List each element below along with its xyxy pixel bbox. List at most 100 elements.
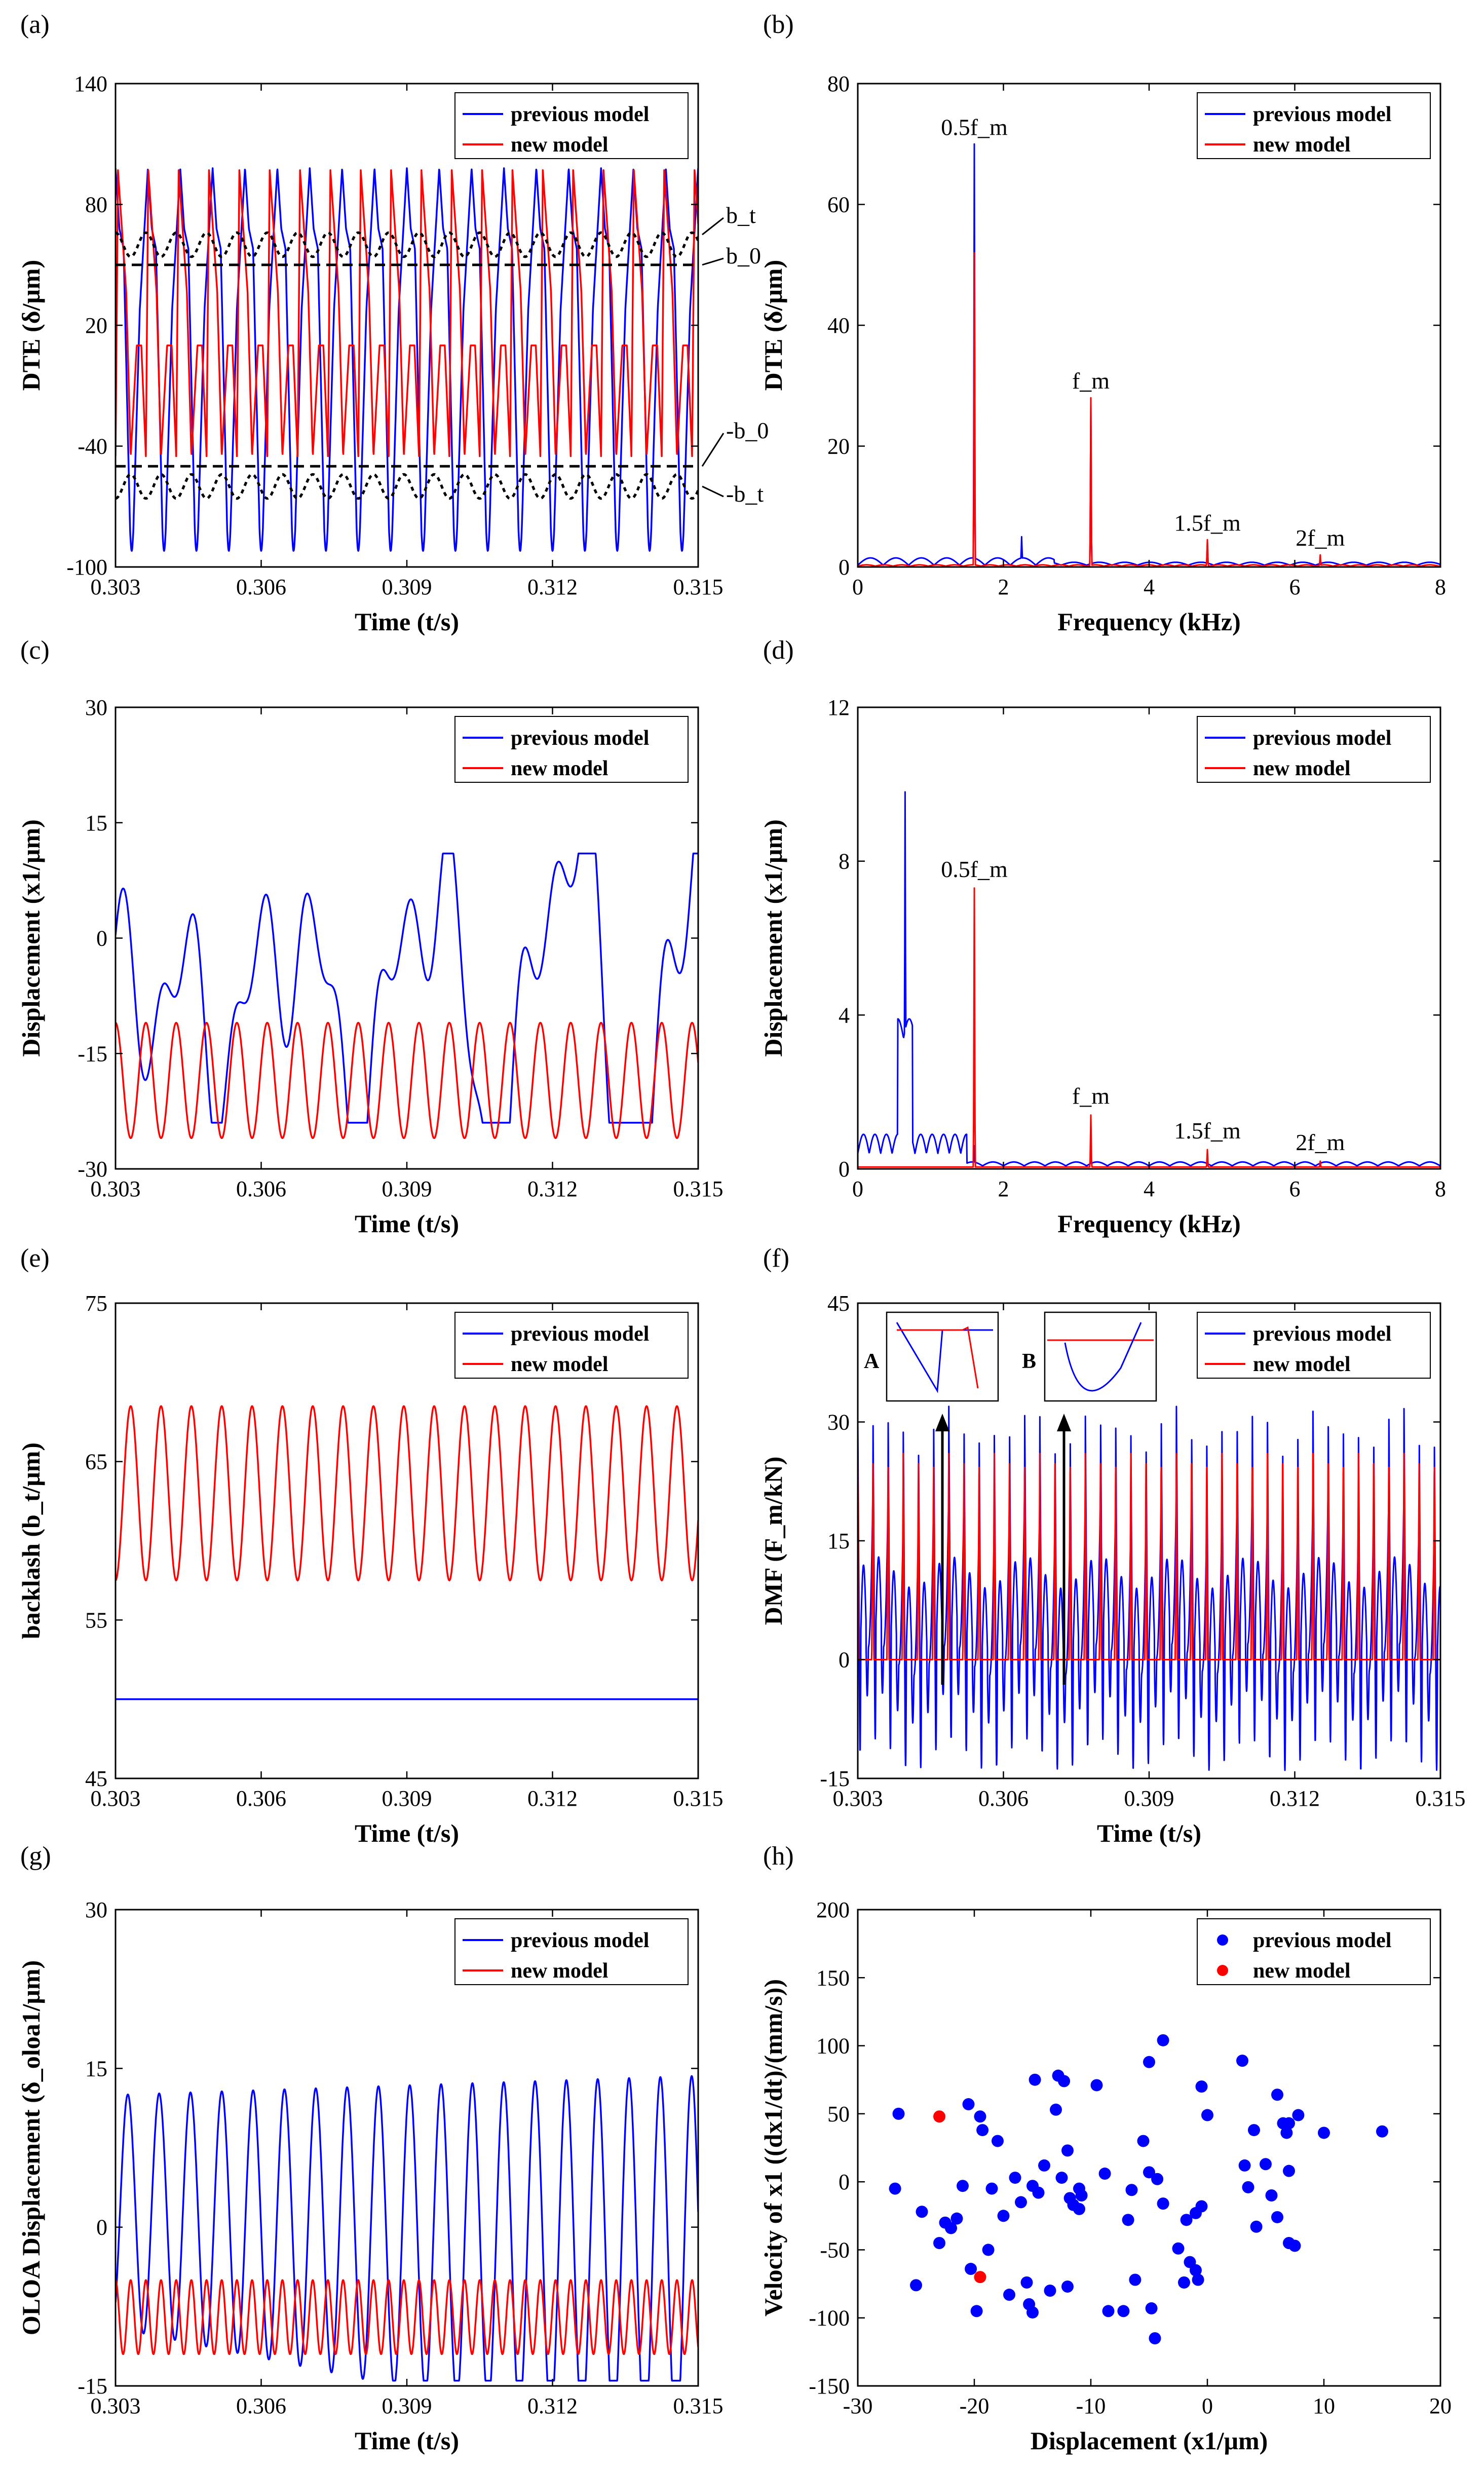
- previous-model-line: [858, 1406, 1440, 1771]
- previous-model-point: [1271, 2089, 1283, 2101]
- new-model-point: [974, 2271, 986, 2284]
- x-tick-label: 0.309: [382, 1786, 432, 1811]
- legend-box: [1197, 716, 1431, 783]
- y-tick-label: 0: [839, 2170, 850, 2194]
- y-axis-label: DMF (F_m/kN): [759, 1457, 787, 1625]
- legend: previous model new model: [1197, 92, 1431, 159]
- previous-model-point: [1283, 2165, 1295, 2177]
- legend-new-label: new model: [511, 1959, 608, 1983]
- x-tick-label: 0.309: [1124, 1786, 1174, 1811]
- previous-model-point: [950, 2212, 963, 2225]
- previous-model-point: [1172, 2242, 1185, 2255]
- x-tick-label: 0.315: [673, 575, 724, 599]
- y-tick-label: 40: [827, 313, 850, 338]
- legend: previous model new model: [454, 92, 689, 159]
- guide-arrow: [702, 485, 724, 498]
- previous-model-point: [1102, 2305, 1115, 2318]
- previous-model-point: [1075, 2189, 1088, 2201]
- x-tick-label: 0.306: [236, 575, 286, 599]
- new-model-line: [858, 1453, 1440, 1660]
- x-tick-label: 8: [1435, 575, 1446, 599]
- x-tick-label: 0.306: [236, 2394, 286, 2418]
- previous-model-point: [1090, 2079, 1103, 2092]
- y-axis-label: DTE (δ/μm): [17, 260, 45, 391]
- previous-model-point: [1250, 2220, 1263, 2233]
- guide-label: b_t: [726, 202, 756, 228]
- panel-c: (c) 0.303 0.306 0.309 0.312 0.315 -30 -15 0 15 30 T…: [17, 636, 724, 1238]
- legend-previous-label: previous model: [1253, 103, 1391, 126]
- legend: previous model new model: [454, 1918, 689, 1985]
- legend-new-label: new model: [1253, 1353, 1351, 1376]
- inset-arrow-head: [1057, 1414, 1071, 1431]
- x-tick-label: -10: [1076, 2394, 1106, 2418]
- peak-annotation: 2f_m: [1296, 1129, 1345, 1155]
- panel-a: (a) 0.303 0.306 0.309 0.312 0.315 -100 -40 20 80 1…: [17, 10, 769, 636]
- panel-d: (d) 0 2 4 6 8 0 4 8 12 Frequency (kHz) Displacement…: [759, 636, 1446, 1238]
- plot-area: [116, 1405, 698, 1700]
- guide-label: -b_t: [726, 481, 764, 507]
- y-axis-label: Velocity of x1 ((dx1/dt)/(mm/s)): [759, 1979, 787, 2317]
- x-tick-label: 6: [1289, 1176, 1301, 1201]
- new-model-line: [116, 1021, 698, 1139]
- y-tick-label: 200: [816, 1897, 850, 1922]
- legend-previous-label: previous model: [511, 1322, 649, 1346]
- legend-new-label: new model: [511, 757, 608, 780]
- legend-box: [454, 1918, 689, 1985]
- previous-model-point: [889, 2182, 901, 2195]
- previous-model-point: [1129, 2273, 1141, 2286]
- neg-bt-guide: [116, 473, 698, 500]
- axes-box: [115, 706, 699, 1170]
- previous-model-point: [1009, 2172, 1021, 2184]
- legend-box: [454, 92, 689, 159]
- y-tick-label: 55: [85, 1608, 107, 1632]
- previous-model-point: [1038, 2159, 1050, 2172]
- guide-arrow: [702, 257, 724, 266]
- y-axis-label: DTE (δ/μm): [759, 260, 787, 391]
- axes-box: [857, 1909, 1441, 2387]
- plot-area: [858, 791, 1440, 1168]
- x-tick-label: 8: [1435, 1176, 1446, 1201]
- previous-model-point: [1143, 2166, 1155, 2179]
- x-tick-label: 0.312: [527, 1786, 578, 1811]
- x-tick-label: 6: [1289, 575, 1301, 599]
- x-tick-label: 0.306: [236, 1176, 286, 1201]
- y-tick-label: 140: [74, 71, 107, 96]
- y-tick-label: 60: [827, 193, 850, 217]
- previous-model-point: [1157, 2034, 1169, 2046]
- y-tick-label: 100: [816, 2034, 850, 2059]
- y-tick-label: 15: [85, 811, 107, 836]
- legend-box: [454, 1312, 689, 1379]
- previous-model-point: [1149, 2332, 1161, 2344]
- y-tick-label: 0: [839, 1648, 850, 1673]
- x-tick-label: 0.312: [527, 2394, 578, 2418]
- y-tick-label: 80: [827, 71, 850, 96]
- y-tick-label: 0: [96, 926, 107, 951]
- previous-model-point: [1376, 2125, 1388, 2138]
- peak-annotation: 2f_m: [1296, 525, 1345, 551]
- previous-model-point: [1145, 2302, 1158, 2314]
- new-model-line: [116, 2279, 698, 2356]
- axes-box: [857, 1302, 1441, 1779]
- previous-model-point: [1032, 2186, 1045, 2199]
- panel-h: (h)-30 -20 -10 0 10 20-150-100-50050100150200…: [759, 1842, 1452, 2455]
- x-tick-label: 0.306: [978, 1786, 1029, 1811]
- bt-guide: [116, 231, 698, 258]
- previous-model-point: [945, 2222, 957, 2234]
- y-tick-label: 0: [96, 2215, 107, 2240]
- plot-area: [889, 2034, 1388, 2344]
- previous-model-point: [1015, 2196, 1027, 2209]
- new-model-spectrum: [858, 252, 1440, 567]
- legend-previous-label: previous model: [511, 103, 649, 126]
- legend-previous-label: previous model: [1253, 727, 1391, 750]
- previous-model-point: [1029, 2073, 1041, 2086]
- new-model-spectrum: [858, 887, 1440, 1168]
- legend-new-marker: [1217, 1965, 1228, 1976]
- guide-arrow: [701, 433, 725, 467]
- legend-previous-label: previous model: [1253, 1322, 1391, 1346]
- y-tick-label: 15: [827, 1529, 850, 1553]
- x-axis-label: Time (t/s): [355, 607, 459, 636]
- y-tick-label: 4: [839, 1003, 850, 1028]
- legend-box: [1197, 1918, 1431, 1985]
